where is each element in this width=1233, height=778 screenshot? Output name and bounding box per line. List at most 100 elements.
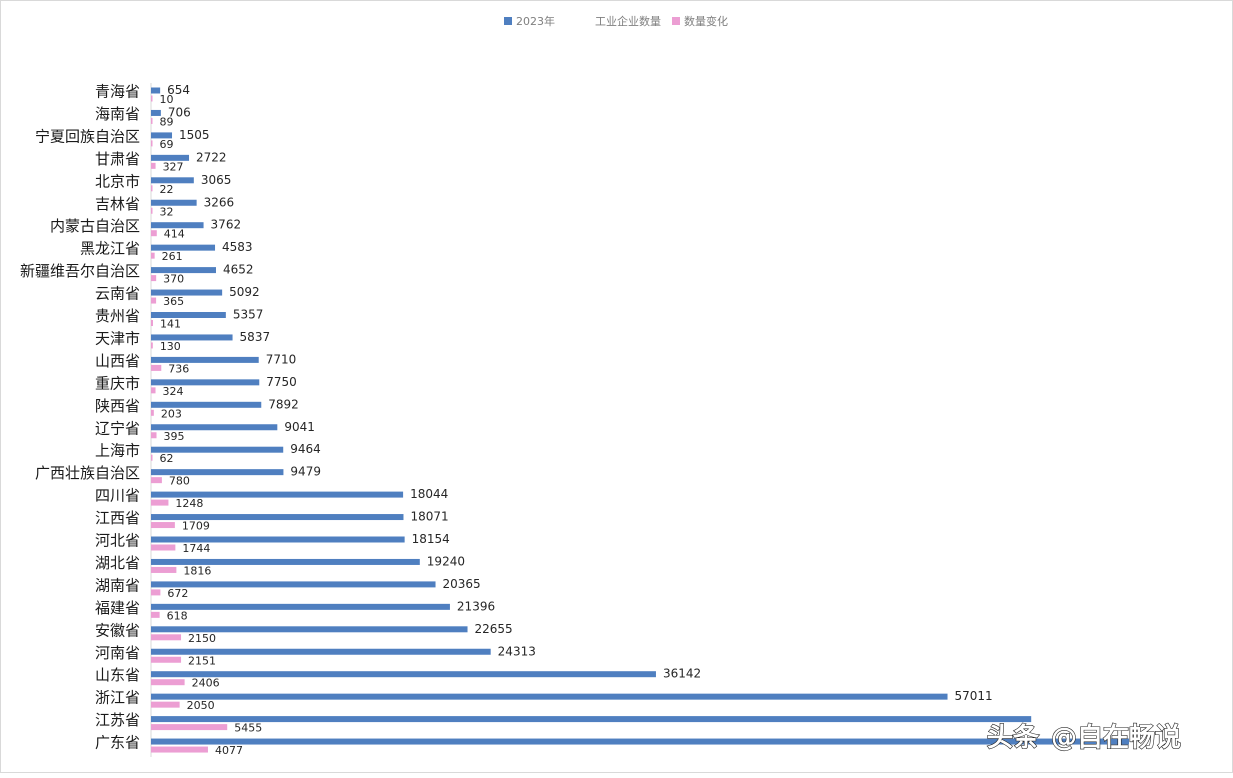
data-label-2023: 22655	[475, 622, 513, 636]
category-label: 湖南省	[95, 576, 140, 594]
legend-swatch-2023	[504, 17, 512, 25]
data-label-change: 618	[167, 609, 188, 622]
bar-change	[151, 746, 208, 753]
data-label-2023: 21396	[457, 599, 495, 613]
bar-2023	[151, 244, 216, 251]
data-label-change: 261	[162, 250, 183, 263]
category-label: 海南省	[95, 105, 140, 123]
category-label: 山东省	[95, 666, 140, 684]
category-label: 新疆维吾尔自治区	[20, 262, 140, 280]
data-label-2023: 5837	[240, 330, 271, 344]
data-label-2023: 3762	[211, 218, 242, 232]
data-label-change: 395	[164, 430, 185, 443]
data-label-2023: 18071	[410, 510, 448, 524]
category-label: 云南省	[95, 285, 140, 303]
bar-change	[151, 589, 161, 596]
data-label-2023: 7892	[268, 397, 299, 411]
category-label: 贵州省	[95, 307, 140, 325]
bar-2023	[151, 132, 173, 139]
bar-change	[151, 162, 156, 169]
data-label-change: 414	[164, 228, 185, 241]
data-label-change: 2151	[188, 654, 216, 667]
bar-2023	[151, 581, 436, 588]
data-label-2023: 20365	[443, 577, 481, 591]
data-label-change: 130	[160, 340, 181, 353]
bar-2023	[151, 199, 197, 206]
bar-change	[151, 522, 175, 529]
bar-2023	[151, 514, 404, 521]
bar-2023	[151, 109, 161, 116]
bar-change	[151, 252, 155, 259]
legend-label-2023: 2023年	[516, 14, 555, 28]
bar-change	[151, 185, 153, 192]
bar-change	[151, 275, 157, 282]
bar-2023	[151, 648, 491, 655]
data-label-2023: 654	[167, 83, 190, 97]
bar-2023	[151, 177, 194, 184]
bar-change	[151, 724, 228, 731]
bar-2023	[151, 693, 948, 700]
bar-change	[151, 387, 156, 394]
bar-2023	[151, 469, 284, 476]
data-label-change: 365	[163, 295, 184, 308]
bar-2023	[151, 558, 420, 565]
category-label: 宁夏回族自治区	[35, 127, 140, 145]
category-label: 北京市	[95, 172, 140, 190]
data-label-change: 2150	[188, 632, 216, 645]
data-label-2023: 5092	[229, 285, 260, 299]
category-label: 河南省	[95, 644, 140, 662]
data-label-change: 327	[163, 160, 184, 173]
data-label-2023: 7710	[266, 352, 297, 366]
bar-change	[151, 320, 153, 326]
data-label-change: 324	[163, 385, 184, 398]
bar-change	[151, 544, 176, 551]
category-label: 福建省	[95, 599, 140, 617]
bar-2023	[151, 738, 1129, 745]
bar-change	[151, 611, 160, 618]
bar-2023	[151, 334, 233, 341]
bar-change	[151, 656, 182, 663]
bar-2023	[151, 222, 204, 229]
bar-change	[151, 432, 157, 439]
bar-2023	[151, 626, 468, 633]
bar-change	[151, 364, 162, 371]
bar-2023	[151, 379, 260, 386]
bar-2023	[151, 424, 278, 431]
bar-change	[151, 634, 182, 641]
bar-change	[151, 342, 153, 349]
data-label-2023: 3266	[204, 195, 235, 209]
category-label: 辽宁省	[95, 419, 140, 437]
category-label: 吉林省	[95, 195, 140, 213]
bar-2023	[151, 401, 262, 408]
data-label-2023: 1505	[179, 128, 210, 142]
bar-change	[151, 499, 169, 506]
bar-2023	[151, 312, 226, 318]
data-label-change: 1816	[183, 564, 211, 577]
bar-change	[151, 454, 153, 461]
data-label-change: 32	[160, 205, 174, 218]
data-label-2023: 9479	[290, 465, 321, 479]
data-label-change: 2050	[187, 699, 215, 712]
category-label: 广西壮族自治区	[35, 464, 140, 482]
data-label-change: 1248	[175, 497, 203, 510]
legend: 2023年 工业企业数量 数量变化	[504, 14, 728, 28]
bar-change	[151, 297, 157, 304]
data-label-2023: 5357	[233, 308, 264, 322]
category-label: 天津市	[95, 329, 140, 347]
bar-2023	[151, 289, 223, 296]
category-label: 上海市	[95, 442, 140, 460]
bar-change	[151, 95, 153, 102]
data-label-2023: 24313	[498, 644, 536, 658]
data-label-change: 10	[160, 93, 174, 106]
category-label: 内蒙古自治区	[50, 217, 140, 235]
bar-change	[151, 477, 162, 484]
data-label-2023: 19240	[427, 554, 465, 568]
category-label: 四川省	[95, 487, 140, 505]
watermark-handle: @自在畅说	[1051, 722, 1181, 753]
category-label: 河北省	[95, 532, 140, 550]
legend-swatch-change	[672, 17, 680, 25]
category-label: 江苏省	[95, 711, 140, 729]
bar-2023	[151, 491, 404, 498]
legend-label-change: 数量变化	[684, 14, 728, 28]
data-label-2023: 36142	[663, 667, 701, 681]
